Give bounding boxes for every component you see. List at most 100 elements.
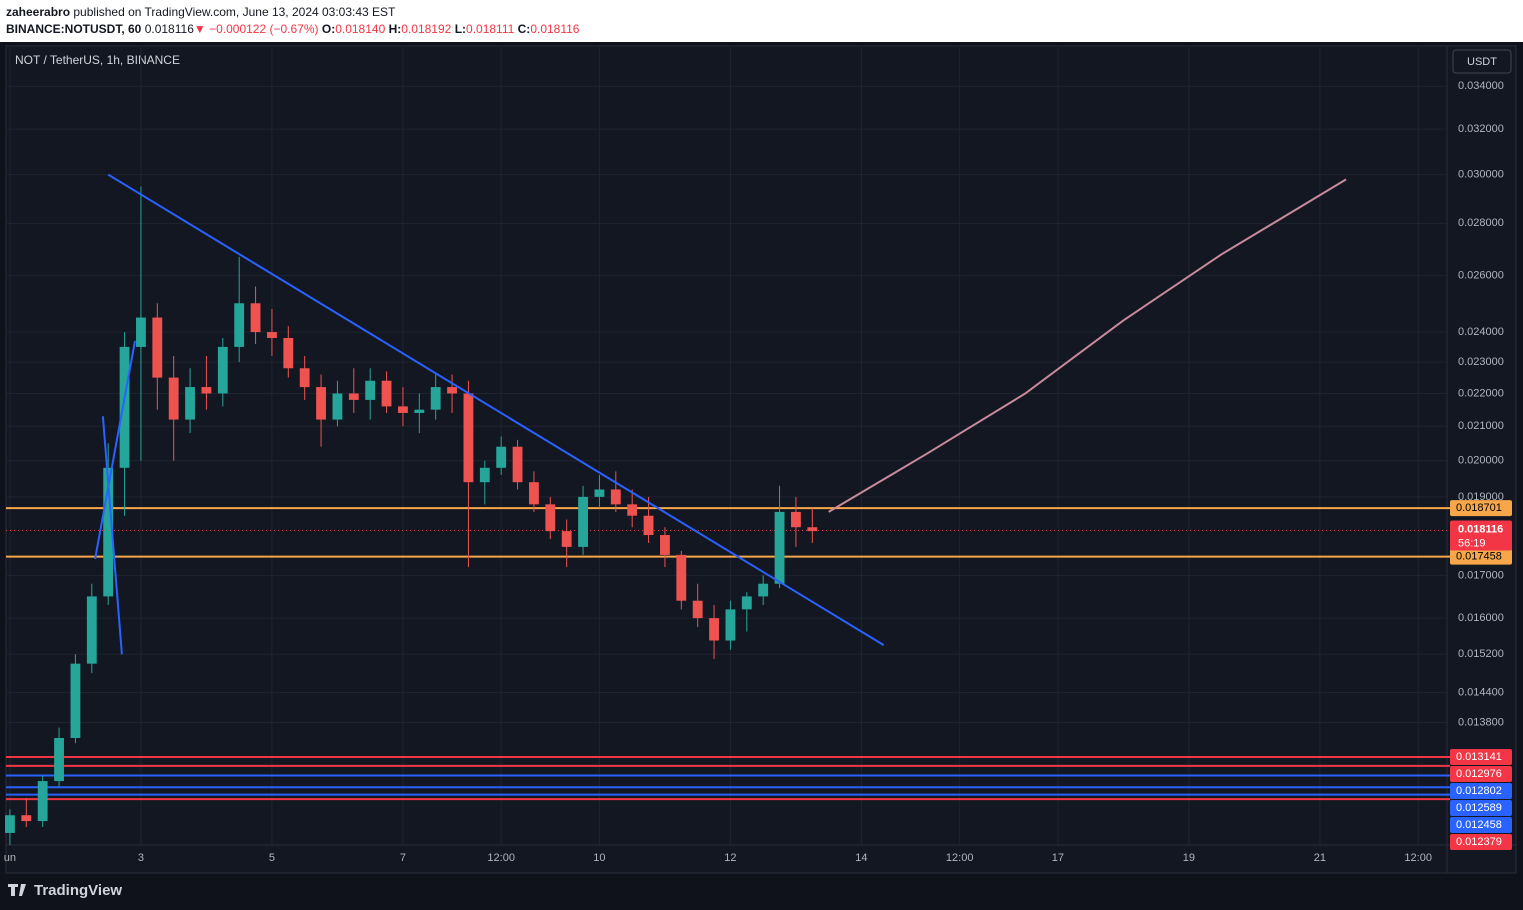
price-label: 0.018116 — [1458, 523, 1503, 535]
candle-body — [676, 554, 687, 601]
y-tick-label: 0.013800 — [1458, 716, 1504, 728]
candle-body — [86, 596, 97, 664]
candle-body — [152, 317, 163, 378]
y-tick-label: 0.021000 — [1458, 420, 1504, 432]
candle-body — [365, 380, 376, 400]
candle-body — [381, 380, 392, 407]
symbol: BINANCE:NOTUSDT, 60 — [6, 22, 142, 36]
x-tick-label: 21 — [1314, 852, 1326, 864]
y-tick-label: 0.028000 — [1458, 217, 1504, 229]
candle-body — [37, 781, 48, 822]
candle-body — [709, 618, 719, 641]
candle-body — [332, 393, 343, 420]
level-label: 0.018701 — [1456, 502, 1502, 514]
candle-body — [267, 332, 277, 338]
candle-body — [512, 446, 523, 483]
countdown: 56:19 — [1458, 537, 1486, 549]
candle-body — [316, 387, 326, 420]
level-label: 0.012589 — [1456, 802, 1502, 814]
projection-line — [828, 178, 1347, 513]
h-label: H: — [388, 22, 402, 36]
x-tick-label: un — [4, 852, 16, 864]
candle-body — [627, 504, 638, 516]
candle-body — [741, 596, 752, 610]
o: 0.018140 — [335, 22, 386, 36]
change: ▼ −0.000122 (−0.67%) — [193, 22, 319, 36]
x-tick-label: 19 — [1183, 852, 1195, 864]
candle-body — [217, 346, 228, 394]
level-label: 0.013141 — [1456, 751, 1502, 763]
brand-logo — [8, 884, 26, 896]
candle-body — [5, 815, 15, 833]
last: 0.018116 — [144, 22, 194, 36]
y-tick-label: 0.017000 — [1458, 569, 1504, 581]
candle-body — [119, 346, 130, 468]
candle-body — [398, 406, 408, 413]
y-tick-label: 0.020000 — [1458, 455, 1504, 467]
o-label: O: — [321, 22, 336, 36]
candle-body — [643, 515, 654, 536]
level-label-box — [1450, 548, 1512, 565]
candle-body — [168, 377, 179, 420]
level-label-box — [1450, 766, 1512, 783]
candle-body — [774, 511, 785, 584]
candle-body — [791, 511, 801, 528]
publish-line: zaheerabro published on TradingView.com,… — [6, 5, 395, 19]
x-tick-label: 12 — [724, 852, 736, 864]
chart: NOT / TetherUS, 1h, BINANCE USDT Trading… — [4, 45, 1517, 899]
h: 0.018192 — [401, 22, 452, 36]
candle-body — [234, 303, 245, 347]
legend: NOT / TetherUS, 1h, BINANCE — [15, 53, 180, 67]
candle-body — [103, 467, 114, 597]
x-tick-label: 12:00 — [487, 852, 515, 864]
y-tick-label: 0.024000 — [1458, 326, 1504, 338]
candle-body — [447, 387, 457, 394]
candle-body — [807, 527, 818, 532]
candle-body — [21, 815, 32, 822]
brand: TradingView — [34, 882, 122, 899]
y-tick-label: 0.016000 — [1458, 612, 1504, 624]
candle-body — [185, 387, 195, 420]
candle-body — [594, 489, 605, 497]
candle-body — [496, 446, 507, 468]
candle-body — [758, 583, 769, 597]
candle-body — [725, 609, 736, 641]
y-tick-label: 0.030000 — [1458, 169, 1504, 181]
candle-body — [283, 337, 294, 369]
x-tick-label: 7 — [400, 852, 406, 864]
y-tick-label: 0.034000 — [1458, 80, 1504, 92]
level-label: 0.012976 — [1456, 768, 1502, 780]
candle-body — [545, 504, 556, 532]
x-tick-label: 5 — [269, 852, 275, 864]
level-label: 0.012802 — [1456, 785, 1502, 797]
x-tick-label: 17 — [1052, 852, 1064, 864]
trend-line — [107, 173, 885, 646]
candle-body — [529, 482, 539, 505]
candle-body — [561, 531, 572, 547]
level-label-box — [1450, 783, 1512, 800]
y-tick-label: 0.032000 — [1458, 123, 1504, 135]
ohlc-line: BINANCE:NOTUSDT, 60 0.018116▼ −0.000122 … — [6, 22, 579, 36]
y-tick-label: 0.026000 — [1458, 270, 1504, 282]
chart-panel — [5, 45, 1517, 874]
level-label: 0.012379 — [1456, 836, 1502, 848]
level-label-box — [1450, 817, 1512, 834]
level-label-box — [1450, 834, 1512, 851]
currency: USDT — [1467, 56, 1497, 68]
price-label-box — [1450, 520, 1512, 551]
candle-body — [430, 387, 441, 410]
currency-button[interactable] — [1452, 49, 1512, 74]
candle-body — [250, 303, 261, 333]
published: published on TradingView.com, June 13, 2… — [73, 5, 396, 19]
candle-body — [660, 535, 670, 555]
trend-line — [94, 340, 136, 560]
x-tick-label: 12:00 — [1404, 852, 1432, 864]
candle-body — [348, 393, 359, 400]
candle-body — [136, 317, 146, 347]
level-label-box — [1450, 749, 1512, 766]
candle-body — [578, 496, 588, 547]
trend-line — [101, 416, 123, 655]
y-tick-label: 0.014400 — [1458, 686, 1504, 698]
candle-body — [54, 737, 64, 782]
